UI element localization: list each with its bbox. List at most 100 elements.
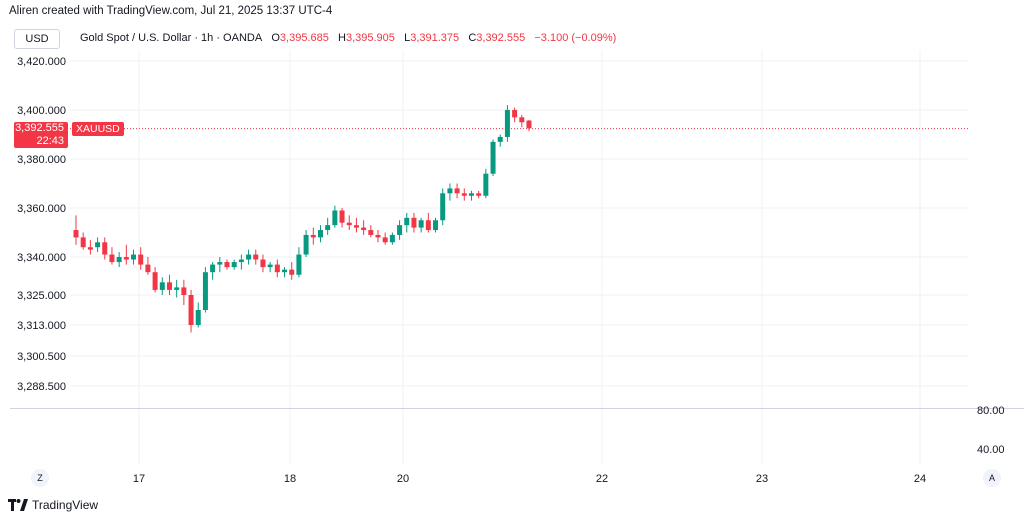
candle-body	[231, 262, 237, 268]
candle-body	[332, 210, 338, 226]
y-tick-label: 3,313.000	[17, 320, 66, 332]
price-change: −3.100 (−0.09%)	[534, 32, 617, 44]
candle-body	[526, 120, 532, 129]
candle-body	[202, 272, 208, 310]
candle	[346, 215, 352, 231]
candles	[73, 105, 532, 333]
candle	[260, 254, 266, 273]
x-tick-label: 22	[596, 473, 608, 485]
oscillator-tick-high: 80.00	[977, 405, 1005, 417]
candle-body	[490, 141, 496, 174]
candle	[116, 252, 122, 268]
candle	[339, 208, 345, 228]
chart-attribution: Aliren created with TradingView.com, Jul…	[9, 5, 333, 17]
close-label: C	[468, 32, 477, 44]
candle	[131, 249, 137, 265]
candle	[238, 254, 244, 270]
high-label: H	[338, 32, 346, 44]
candle	[246, 249, 252, 265]
oscillator-tick-low: 40.00	[977, 444, 1005, 456]
candle-body	[461, 193, 467, 196]
close-value: 3,392.555	[476, 32, 526, 44]
current-price-tag: 3,392.555 22:43	[14, 122, 68, 148]
candle-body	[353, 225, 359, 228]
candle-body	[497, 136, 503, 142]
candle-body	[325, 225, 331, 231]
candle-body	[152, 272, 158, 290]
candle-body	[454, 188, 460, 194]
candle	[461, 188, 467, 201]
y-tick-label: 3,325.000	[17, 290, 66, 302]
candle	[361, 220, 367, 235]
candle-body	[368, 230, 374, 235]
candle-body	[468, 193, 474, 196]
symbol-legend: Gold Spot / U.S. Dollar · 1h · OANDA O3,…	[80, 32, 616, 44]
high-value: 3,395.905	[345, 32, 395, 44]
candle	[353, 217, 359, 233]
y-tick-label: 3,400.000	[17, 105, 66, 117]
candle-body	[296, 254, 302, 275]
y-axis: 3,420.000 3,400.000 3,380.000 3,360.000 3,34…	[17, 56, 66, 393]
candle-body	[123, 257, 129, 260]
symbol-tag: XAUUSD	[72, 122, 124, 136]
candle-body	[95, 242, 101, 248]
x-axis: 17 18 20 22 23 24	[133, 473, 926, 485]
candle-body	[389, 234, 395, 243]
candle	[425, 212, 431, 233]
y-tick-label: 3,380.000	[17, 154, 66, 166]
y-tick-label: 3,420.000	[17, 56, 66, 68]
candle-body	[375, 234, 381, 238]
candle-body	[109, 254, 115, 263]
candle	[375, 230, 381, 243]
candle	[95, 237, 101, 253]
candle-body	[433, 220, 439, 231]
candle-body	[217, 262, 223, 265]
candle	[296, 247, 302, 278]
candle-body	[267, 264, 273, 268]
candle-body	[73, 230, 79, 238]
candle-body	[131, 254, 137, 260]
candle	[274, 259, 280, 278]
candle	[526, 120, 532, 132]
x-tick-label: 20	[397, 473, 409, 485]
candle	[188, 289, 194, 333]
candle	[80, 232, 86, 250]
candle-body	[145, 264, 151, 273]
auto-scale-button[interactable]: A	[983, 469, 1001, 487]
candle	[404, 212, 410, 233]
candle	[224, 259, 230, 270]
y-tick-label: 3,288.500	[17, 381, 66, 393]
open-value: 3,395.685	[279, 32, 329, 44]
candle	[231, 259, 237, 270]
candle	[73, 215, 79, 245]
candle	[123, 244, 129, 265]
candle	[195, 302, 201, 328]
candle-body	[102, 242, 108, 255]
candle-body	[181, 287, 187, 295]
x-tick-label: 18	[284, 473, 296, 485]
symbol-description: Gold Spot / U.S. Dollar · 1h · OANDA	[80, 32, 263, 44]
candle	[217, 257, 223, 273]
x-tick-label: 23	[756, 473, 768, 485]
bar-countdown: 22:43	[36, 135, 64, 147]
candle-body	[519, 117, 525, 123]
candle	[174, 279, 180, 298]
candle-body	[224, 262, 230, 268]
candle	[454, 183, 460, 199]
candle	[440, 188, 446, 226]
candle	[267, 262, 273, 273]
candle	[181, 279, 187, 305]
currency-button[interactable]: USD	[14, 29, 60, 49]
candle-body	[310, 234, 316, 238]
candle	[210, 262, 216, 280]
candle-body	[159, 282, 165, 290]
candle-body	[246, 254, 252, 260]
candle-body	[289, 269, 295, 275]
candle	[202, 267, 208, 313]
zoom-reset-button[interactable]: Z	[31, 469, 49, 487]
candle	[145, 257, 151, 275]
candle-body	[260, 259, 266, 268]
candle	[253, 249, 259, 265]
candle	[87, 239, 93, 255]
